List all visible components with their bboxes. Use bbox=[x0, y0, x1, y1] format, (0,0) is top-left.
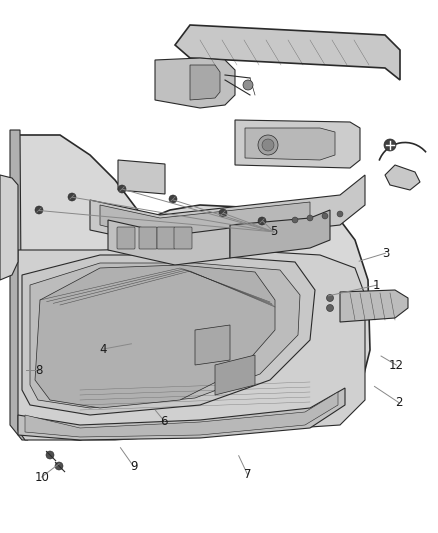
Circle shape bbox=[262, 139, 274, 151]
Text: 2: 2 bbox=[395, 396, 403, 409]
Circle shape bbox=[322, 213, 328, 219]
Text: 9: 9 bbox=[130, 460, 138, 473]
Text: 12: 12 bbox=[389, 359, 404, 372]
Circle shape bbox=[258, 217, 266, 225]
Text: 5: 5 bbox=[270, 225, 277, 238]
Polygon shape bbox=[175, 25, 400, 80]
Text: 7: 7 bbox=[244, 468, 251, 481]
Polygon shape bbox=[0, 175, 18, 280]
Polygon shape bbox=[35, 265, 275, 408]
Circle shape bbox=[118, 185, 126, 193]
Polygon shape bbox=[18, 248, 365, 440]
Circle shape bbox=[326, 304, 333, 311]
Polygon shape bbox=[18, 388, 345, 440]
Polygon shape bbox=[245, 128, 335, 160]
Polygon shape bbox=[155, 58, 235, 108]
Polygon shape bbox=[195, 325, 230, 365]
Circle shape bbox=[337, 211, 343, 217]
Text: 1: 1 bbox=[373, 279, 381, 292]
Text: 4: 4 bbox=[99, 343, 107, 356]
Text: 8: 8 bbox=[36, 364, 43, 377]
Text: 10: 10 bbox=[34, 471, 49, 483]
Circle shape bbox=[307, 215, 313, 221]
Polygon shape bbox=[30, 263, 300, 408]
Polygon shape bbox=[215, 355, 255, 395]
Circle shape bbox=[169, 195, 177, 203]
Polygon shape bbox=[22, 255, 315, 415]
Circle shape bbox=[68, 193, 76, 201]
Circle shape bbox=[258, 135, 278, 155]
Polygon shape bbox=[25, 392, 338, 437]
Polygon shape bbox=[90, 175, 365, 245]
Polygon shape bbox=[100, 202, 310, 240]
FancyBboxPatch shape bbox=[174, 227, 192, 249]
Polygon shape bbox=[108, 220, 230, 265]
Circle shape bbox=[292, 217, 298, 223]
Text: 6: 6 bbox=[160, 415, 168, 427]
FancyBboxPatch shape bbox=[117, 227, 135, 249]
Circle shape bbox=[35, 206, 43, 214]
Polygon shape bbox=[235, 120, 360, 168]
FancyBboxPatch shape bbox=[139, 227, 157, 249]
Circle shape bbox=[326, 295, 333, 302]
Polygon shape bbox=[230, 210, 330, 258]
Circle shape bbox=[46, 451, 54, 459]
Circle shape bbox=[219, 209, 227, 217]
Polygon shape bbox=[15, 135, 370, 440]
Polygon shape bbox=[10, 130, 28, 440]
Circle shape bbox=[384, 139, 396, 151]
Polygon shape bbox=[190, 65, 220, 100]
FancyBboxPatch shape bbox=[157, 227, 175, 249]
Text: 3: 3 bbox=[382, 247, 389, 260]
Polygon shape bbox=[340, 290, 408, 322]
Circle shape bbox=[55, 462, 63, 470]
Circle shape bbox=[243, 80, 253, 90]
Polygon shape bbox=[385, 165, 420, 190]
Polygon shape bbox=[118, 160, 165, 194]
